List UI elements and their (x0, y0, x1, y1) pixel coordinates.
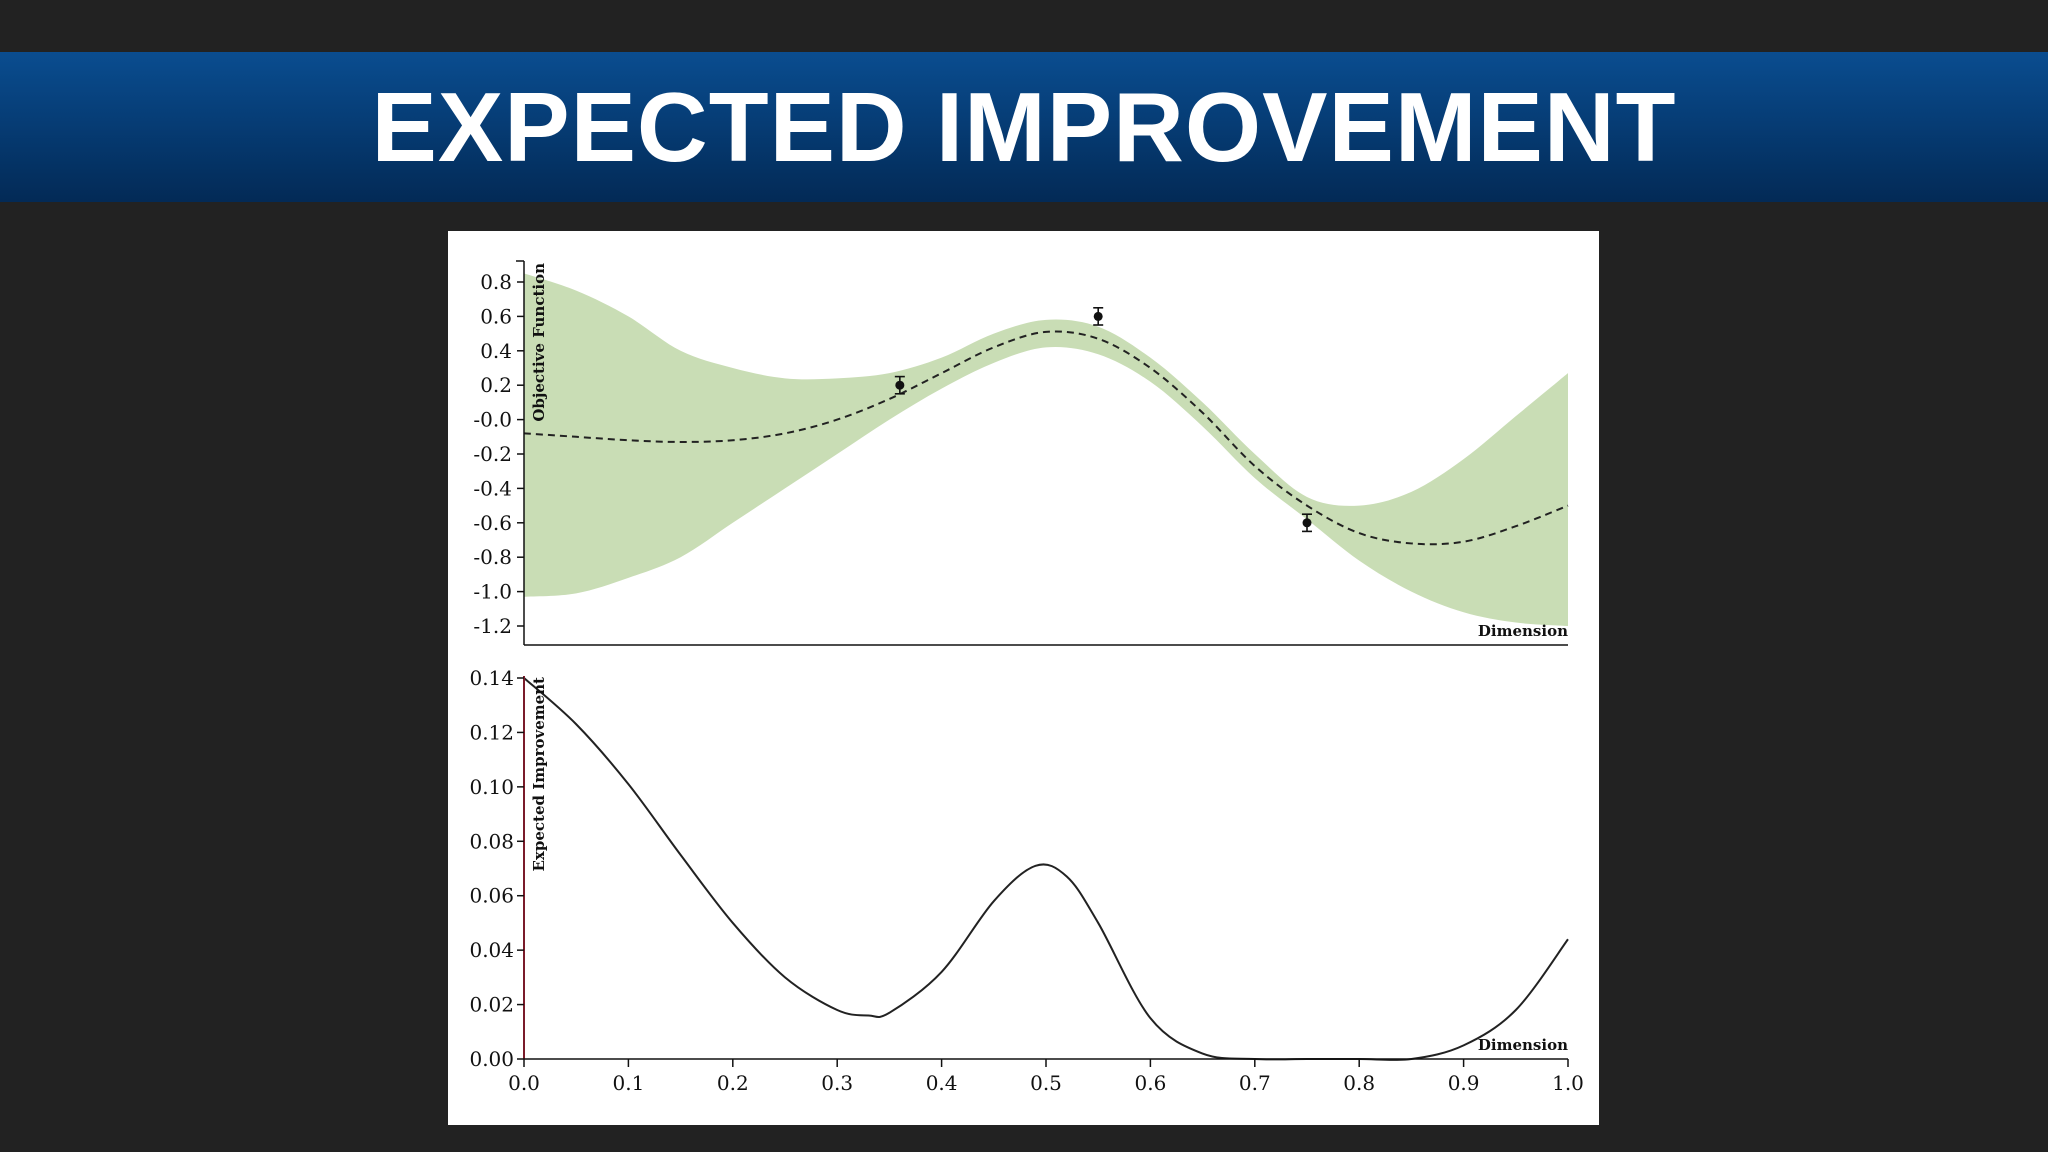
bottom-x-tick-label: 0.9 (1448, 1071, 1480, 1095)
figure-panel: 0.8 0.6 0.4 0.2 -0.0 -0.2 -0.4 -0.6 -0.8 -1.0 -1.2… (448, 231, 1599, 1125)
bottom-x-axis-title: Dimension (1478, 1036, 1568, 1054)
top-y-tick-label: 0.6 (480, 304, 512, 328)
bottom-x-tick-label: 0.1 (612, 1071, 644, 1095)
posterior-mean-line (523, 330, 1569, 546)
top-y-tick-label: -0.8 (473, 545, 512, 569)
observation-marker (1093, 311, 1103, 321)
top-y-tick-label: -0.4 (473, 476, 512, 500)
bottom-y-tick-label: 0.04 (469, 938, 514, 962)
top-y-tick-label: 0.2 (480, 373, 512, 397)
bottom-x-tick-label: 0.0 (508, 1071, 540, 1095)
bottom-x-tick-label: 0.6 (1134, 1071, 1166, 1095)
top-y-tick-label: -1.2 (473, 614, 512, 638)
bottom-x-tick-label: 0.5 (1030, 1071, 1062, 1095)
top-y-tick-label: 0.8 (480, 270, 512, 294)
observation-point (1093, 307, 1104, 326)
observations-layer (894, 307, 1312, 533)
mean-line-layer (523, 330, 1569, 546)
observation-point (1302, 513, 1312, 533)
bottom-x-tick-label: 0.2 (717, 1071, 749, 1095)
uncertainty-band-layer (524, 273, 1568, 626)
bottom-y-tick-label: 0.12 (469, 720, 514, 744)
slide-title: EXPECTED IMPROVEMENT (371, 72, 1677, 182)
title-banner: EXPECTED IMPROVEMENT (0, 52, 2048, 202)
bottom-axes: 0.14 0.12 0.10 0.08 0.06 0.04 0.02 0.000.0 0.1 0.… (469, 666, 1583, 1095)
bottom-y-axis-title: Expected Improvement (530, 677, 548, 872)
bottom-y-tick-label: 0.06 (469, 884, 514, 908)
top-y-tick-label: -0.0 (473, 408, 512, 432)
bottom-y-tick-label: 0.02 (469, 993, 514, 1017)
top-y-axis-title: Objective Function (530, 263, 548, 422)
top-y-axis: 0.8 0.6 0.4 0.2 -0.0 -0.2 -0.4 -0.6 -0.8 -1.0 -1.2 (473, 260, 1568, 646)
top-x-axis-title: Dimension (1478, 622, 1568, 640)
bottom-y-tick-label: 0.10 (469, 775, 514, 799)
bottom-x-tick-label: 0.8 (1343, 1071, 1375, 1095)
bottom-y-tick-label: 0.08 (469, 829, 514, 853)
expected-improvement-figure: 0.8 0.6 0.4 0.2 -0.0 -0.2 -0.4 -0.6 -0.8 -1.0 -1.2… (469, 260, 1584, 1095)
top-axis-labels: Objective Function Dimension (530, 263, 1568, 640)
top-y-tick-label: -0.2 (473, 442, 512, 466)
uncertainty-band (524, 273, 1568, 626)
observation-marker (1302, 518, 1312, 528)
bottom-x-tick-label: 0.7 (1239, 1071, 1271, 1095)
bottom-y-tick-label: 0.00 (469, 1047, 514, 1071)
top-y-tick-label: -1.0 (473, 580, 512, 604)
bottom-x-tick-label: 0.3 (821, 1071, 853, 1095)
top-y-tick-label: 0.4 (480, 339, 512, 363)
bottom-axis-labels: Expected Improvement Dimension (530, 677, 1568, 1054)
observation-marker (895, 380, 905, 390)
observation-point (894, 375, 905, 395)
bottom-x-tick-label: 1.0 (1552, 1071, 1584, 1095)
bottom-x-tick-label: 0.4 (926, 1071, 958, 1095)
ei-line-layer (523, 677, 1569, 1061)
bottom-y-tick-label: 0.14 (469, 666, 514, 690)
top-y-tick-label: -0.6 (473, 511, 512, 535)
expected-improvement-line (523, 677, 1569, 1061)
